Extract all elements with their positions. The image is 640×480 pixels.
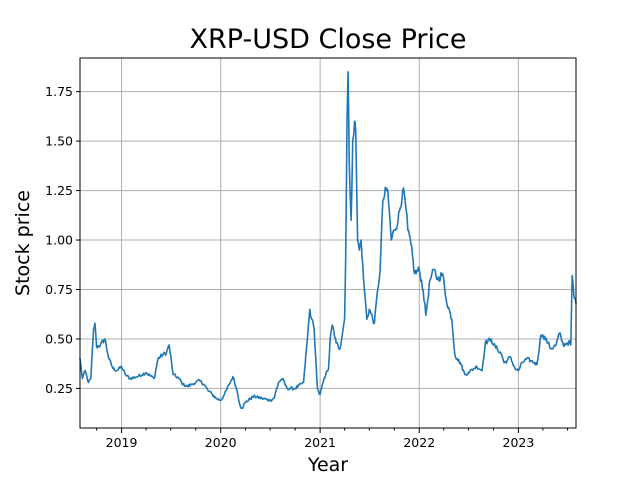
y-tick-label: 0.75	[45, 282, 73, 297]
y-tick-label: 0.25	[45, 381, 73, 396]
y-tick-label: 1.25	[45, 183, 73, 198]
x-tick-label: 2021	[304, 435, 336, 450]
plot-frame	[79, 57, 577, 429]
y-tick-label: 0.50	[45, 331, 73, 346]
y-tick-label: 1.50	[45, 134, 73, 149]
x-tick-label: 2019	[106, 435, 138, 450]
series-group	[79, 71, 577, 410]
grid-lines	[80, 58, 576, 428]
x-tick-label: 2023	[503, 435, 535, 450]
x-tick-label: 2022	[403, 435, 435, 450]
axis-ticks: 0.25 0.50 0.75 1.00 1.25 1.50 1.75 2019 2020 2021…	[45, 84, 569, 450]
y-tick-label: 1.00	[45, 233, 73, 248]
y-tick-label: 1.75	[45, 84, 73, 99]
y-axis-label: Stock price	[12, 190, 34, 296]
series-line	[79, 71, 577, 410]
chart-title: XRP-USD Close Price	[190, 24, 467, 55]
x-axis-label: Year	[307, 454, 348, 476]
x-tick-label: 2020	[205, 435, 237, 450]
